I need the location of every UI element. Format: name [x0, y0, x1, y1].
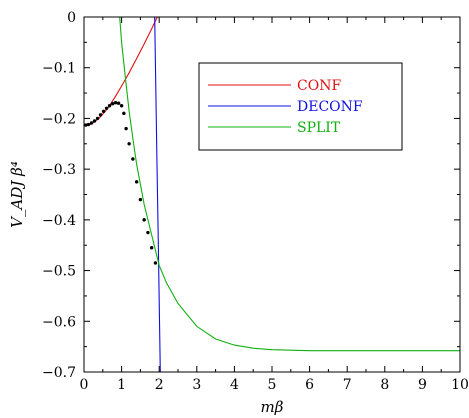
axis-ticks: 0 1 2 3 4 5 6 7 8 9 10 0 −0.1 −0.2 −0.3 −0.4 −0.5 −0.6 −0.… — [42, 10, 469, 393]
y-tick-label: −0.2 — [42, 111, 76, 127]
data-point — [98, 113, 103, 117]
data-point — [149, 246, 154, 250]
x-tick-label: 6 — [305, 377, 314, 393]
data-point — [124, 126, 128, 131]
y-tick-label: −0.7 — [42, 365, 76, 381]
data-point — [101, 109, 106, 114]
data-point — [113, 101, 118, 105]
plot-area — [84, 17, 460, 372]
conf-line — [84, 17, 158, 127]
x-axis-title: mβ — [261, 398, 284, 416]
data-point — [122, 111, 126, 116]
x-tick-label: 1 — [117, 377, 126, 393]
data-point — [134, 180, 139, 184]
data-point — [84, 123, 88, 127]
data-point — [92, 119, 97, 123]
x-tick-label: 2 — [155, 377, 164, 393]
x-tick-label: 9 — [418, 377, 427, 393]
data-point — [138, 197, 143, 202]
y-tick-label: −0.4 — [42, 213, 76, 229]
y-tick-label: 0 — [67, 10, 76, 26]
y-tick-label: −0.5 — [42, 264, 76, 280]
x-tick-label: 5 — [268, 377, 277, 393]
data-point — [146, 230, 150, 235]
x-tick-label: 7 — [343, 377, 352, 393]
data-point — [127, 142, 131, 146]
data-point — [119, 104, 124, 108]
x-tick-label: 4 — [230, 377, 239, 393]
legend: CONF DECONF SPLIT — [198, 62, 403, 151]
x-tick-label: 8 — [380, 377, 389, 393]
deconf-line — [154, 17, 161, 372]
data-point — [86, 122, 91, 127]
x-tick-label: 3 — [192, 377, 201, 393]
data-point — [89, 121, 94, 125]
data-point — [153, 261, 158, 265]
data-point — [142, 218, 146, 222]
data-point — [131, 157, 135, 161]
x-tick-label: 10 — [451, 377, 469, 393]
x-tick-label: 0 — [80, 377, 89, 393]
data-point — [110, 102, 115, 106]
legend-label: SPLIT — [297, 120, 341, 136]
legend-label: CONF — [297, 78, 341, 94]
data-point — [116, 101, 121, 105]
y-tick-label: −0.3 — [42, 162, 76, 178]
split-line — [119, 17, 460, 352]
data-point — [104, 106, 109, 110]
data-point — [107, 104, 112, 108]
y-axis-title: V_ADJ β⁴ — [8, 161, 26, 228]
y-tick-label: −0.1 — [42, 61, 76, 77]
y-tick-label: −0.6 — [42, 314, 76, 330]
data-point — [95, 116, 100, 121]
legend-label: DECONF — [297, 99, 363, 115]
